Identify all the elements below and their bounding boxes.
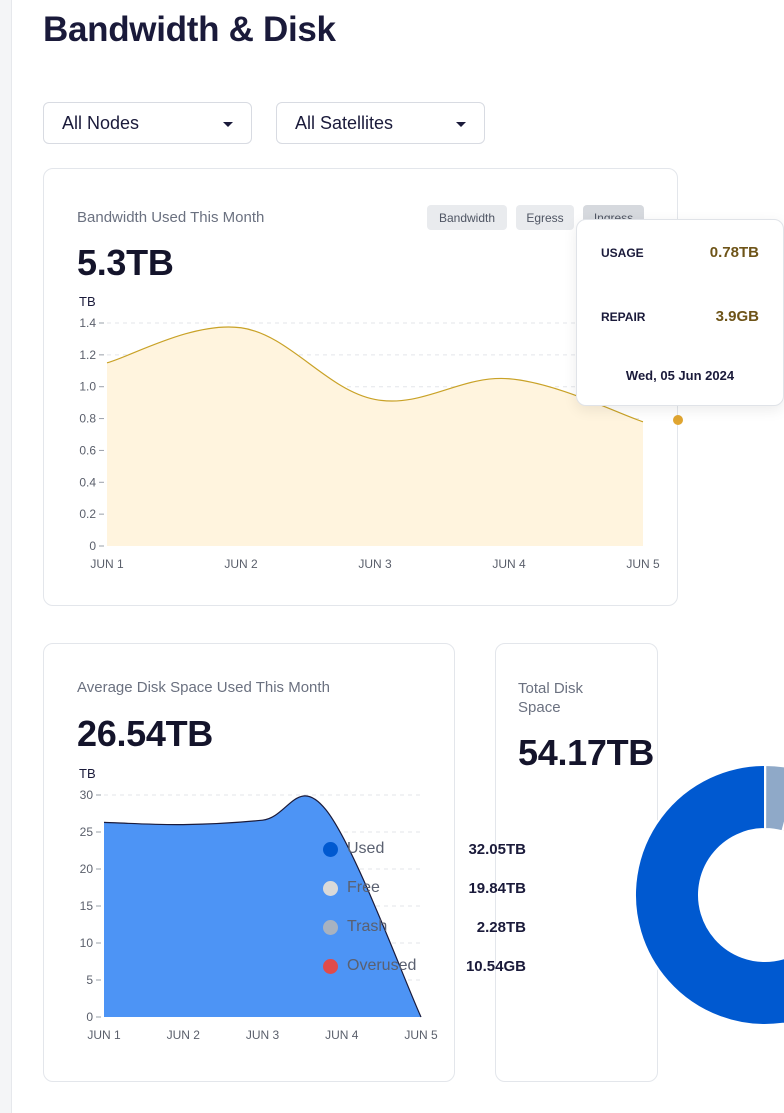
legend-item-free: Free <box>323 879 380 897</box>
legend-label-overused: Overused <box>347 957 417 974</box>
caret-down-icon <box>223 122 233 127</box>
nodes-dropdown-value: All Nodes <box>62 112 140 133</box>
bandwidth-area-fill <box>107 326 643 546</box>
bandwidth-xtick-label: JUN 5 <box>626 557 660 571</box>
total-disk-value: 54.17TB <box>518 732 654 773</box>
total-disk-card <box>495 643 658 1082</box>
bandwidth-ytick-label: 1.0 <box>79 380 96 394</box>
legend-value-used: 32.05TB <box>468 841 526 858</box>
disk-ytick-label: 15 <box>80 899 94 913</box>
bandwidth-ytick-label: 0.2 <box>79 507 96 521</box>
legend-dot-trash <box>323 919 338 935</box>
total-disk-label: Total Disk Space <box>518 680 584 716</box>
disk-series-line <box>103 795 422 1018</box>
bandwidth-ytick-label: 0 <box>89 539 96 553</box>
disk-y-unit: TB <box>79 766 96 781</box>
legend-item-trash: Trash <box>323 918 387 936</box>
disk-total: 26.54TB <box>77 713 213 754</box>
legend-item-overused: Overused <box>323 957 416 975</box>
disk-ytick-label: 25 <box>80 825 94 839</box>
disk-ytick-label: 10 <box>80 936 94 950</box>
tooltip-repair-value: 3.9GB <box>715 308 759 325</box>
bandwidth-ytick-label: 1.4 <box>79 316 96 330</box>
disk-ytick-label: 5 <box>86 973 93 987</box>
bandwidth-tooltip: USAGE 0.78TB REPAIR 3.9GB Wed, 05 Jun 20… <box>576 219 784 406</box>
legend-value-free: 19.84TB <box>468 880 526 897</box>
bandwidth-card-label: Bandwidth Used This Month <box>77 209 265 226</box>
legend-label-free: Free <box>347 879 380 896</box>
bandwidth-ytick-label: 1.2 <box>79 348 96 362</box>
bandwidth-xtick-label: JUN 2 <box>224 557 258 571</box>
donut-slice-trash <box>764 763 784 833</box>
caret-down-icon <box>456 122 466 127</box>
bandwidth-ytick-label: 0.6 <box>79 443 96 457</box>
disk-ytick-label: 0 <box>86 1010 93 1024</box>
legend-label-used: Used <box>347 840 385 857</box>
legend-value-trash: 2.28TB <box>476 919 526 936</box>
bandwidth-y-unit: TB <box>79 294 96 309</box>
satellites-dropdown[interactable]: All Satellites <box>276 102 485 144</box>
tooltip-usage-value: 0.78TB <box>709 244 759 261</box>
bandwidth-ytick-label: 0.8 <box>79 412 96 426</box>
legend-dot-overused <box>323 958 338 974</box>
disk-xtick-label: JUN 5 <box>404 1028 438 1042</box>
legend-value-overused: 10.54GB <box>465 958 526 975</box>
disk-area-fill <box>104 795 421 1017</box>
disk-xtick-label: JUN 1 <box>87 1028 121 1042</box>
bandwidth-ytick-label: 0.4 <box>79 475 96 489</box>
tooltip-date: Wed, 05 Jun 2024 <box>625 368 735 383</box>
bandwidth-xtick-label: JUN 1 <box>90 557 124 571</box>
legend-dot-used <box>323 841 338 857</box>
egress-chip[interactable]: Egress <box>516 205 574 230</box>
bandwidth-xtick-label: JUN 4 <box>492 557 526 571</box>
tooltip-usage-label: USAGE <box>601 245 644 260</box>
disk-ytick-label: 30 <box>80 788 94 802</box>
bandwidth-series-line <box>106 326 644 423</box>
satellites-dropdown-value: All Satellites <box>295 112 394 133</box>
donut-slice-used <box>634 763 784 1026</box>
disk-xtick-label: JUN 4 <box>325 1028 359 1042</box>
disk-xtick-label: JUN 2 <box>167 1028 201 1042</box>
nodes-dropdown[interactable]: All Nodes <box>43 102 252 144</box>
bandwidth-chip[interactable]: Bandwidth <box>427 205 507 230</box>
disk-xtick-label: JUN 3 <box>246 1028 280 1042</box>
legend-dot-free <box>323 880 338 896</box>
bandwidth-xtick-label: JUN 3 <box>358 557 392 571</box>
legend-label-trash: Trash <box>347 918 388 935</box>
disk-ytick-label: 20 <box>80 862 94 876</box>
bandwidth-total: 5.3TB <box>77 242 174 283</box>
disk-card-label: Average Disk Space Used This Month <box>77 679 330 696</box>
bandwidth-hover-marker <box>673 415 683 425</box>
legend-item-used: Used <box>323 840 384 858</box>
page-title: Bandwidth & Disk <box>43 10 336 49</box>
tooltip-repair-label: REPAIR <box>601 309 646 324</box>
left-rail <box>0 0 12 1113</box>
